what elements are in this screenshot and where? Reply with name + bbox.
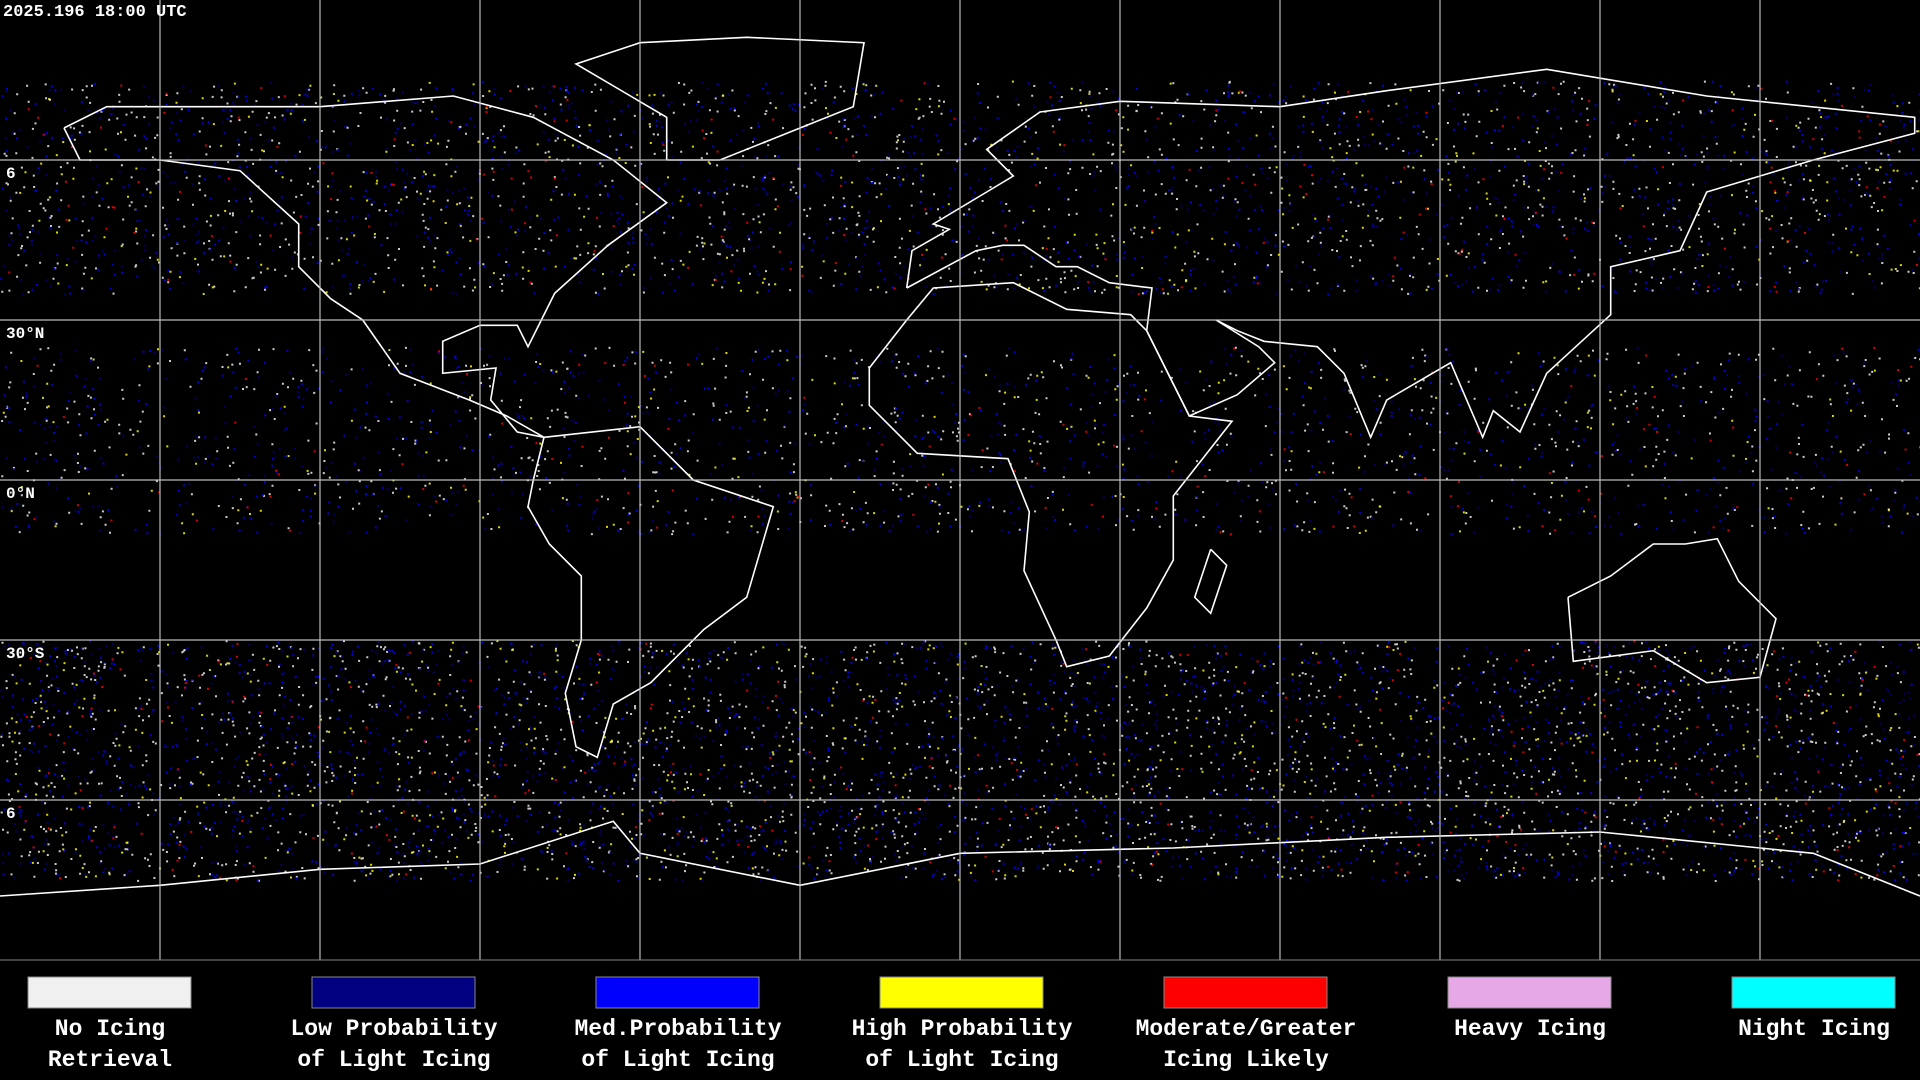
legend-swatch [1447, 976, 1612, 1009]
latitude-labels: 6 30°N 0°N 30°S 6 [6, 165, 45, 823]
legend-label: Med.Probability [574, 1016, 781, 1042]
coastline [905, 68, 1916, 440]
latitude-label: 6 [6, 165, 16, 183]
coastline [868, 281, 1234, 668]
legend-swatch [1163, 976, 1328, 1009]
latitude-label: 30°N [6, 325, 44, 343]
legend-label: of Light Icing [865, 1047, 1058, 1073]
legend-swatch [879, 976, 1044, 1009]
coastline [574, 36, 865, 161]
legend-label: Retrieval [48, 1047, 172, 1073]
legend-label: Night Icing [1738, 1016, 1890, 1042]
legend-label: of Light Icing [297, 1047, 490, 1073]
legend-label: Low Probability [290, 1016, 497, 1042]
coastline [63, 95, 669, 439]
legend-label: of Light Icing [581, 1047, 774, 1073]
legend-swatch [595, 976, 760, 1009]
latitude-label: 0°N [6, 485, 35, 503]
legend-label: No Icing [55, 1016, 165, 1042]
latitude-label: 30°S [6, 645, 45, 663]
legend-swatch [27, 976, 192, 1009]
coastline [1193, 548, 1228, 615]
lat-lon-grid [0, 0, 1920, 960]
legend-label: High Probability [852, 1016, 1073, 1042]
legend-label: Icing Likely [1163, 1047, 1329, 1073]
coastline [1567, 537, 1777, 684]
timestamp: 2025.196 18:00 UTC [3, 3, 187, 22]
legend-swatch [311, 976, 476, 1009]
legend-swatch [1731, 976, 1896, 1009]
legend-label: Heavy Icing [1454, 1016, 1606, 1042]
latitude-label: 6 [6, 805, 16, 823]
legend-label: Moderate/Greater [1136, 1016, 1357, 1042]
coastline [527, 425, 775, 759]
legend: No Icing Retrieval Low Probability of Light… [27, 976, 1896, 1073]
